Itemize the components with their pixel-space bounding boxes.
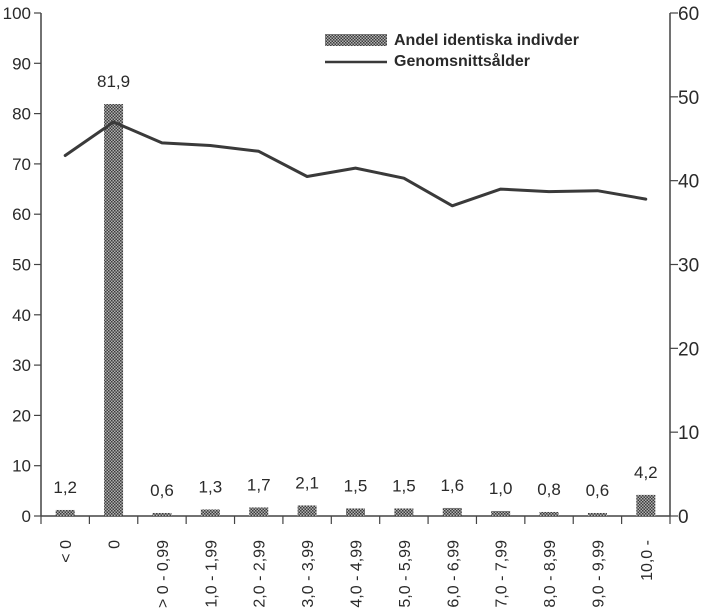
x-category-label: 5,0 - 5,99 xyxy=(397,540,414,608)
left-tick-label: 60 xyxy=(12,205,31,224)
left-tick-label: 80 xyxy=(12,105,31,124)
right-tick-label: 10 xyxy=(678,423,699,444)
bar xyxy=(539,511,559,516)
line-series xyxy=(63,120,648,208)
axes: 0 10 20 30 40 50 60 70 80 90 100 0 10 20 30 40 50 60 < 0 0 >… xyxy=(3,4,700,608)
bar xyxy=(442,507,462,516)
left-tick-label: 20 xyxy=(12,406,31,425)
right-tick-label: 60 xyxy=(678,4,699,25)
right-tick-label: 30 xyxy=(678,256,699,277)
bar-value-label: 1,6 xyxy=(440,476,464,495)
bar xyxy=(55,509,75,516)
x-category-label: 6,0 - 6,99 xyxy=(445,540,462,608)
bar xyxy=(346,508,365,516)
x-category-label: 1,0 - 1,99 xyxy=(203,540,220,608)
x-category-label: 8,0 - 8,99 xyxy=(542,540,559,608)
x-category-label: 0 xyxy=(107,540,124,549)
x-category-label: 9,0 - 9,99 xyxy=(590,540,607,608)
bar-value-label: 1,5 xyxy=(392,476,416,495)
legend-bar-swatch xyxy=(325,34,387,46)
bar xyxy=(394,508,414,516)
bar-value-label: 0,6 xyxy=(150,481,174,500)
left-tick-label: 50 xyxy=(12,256,31,275)
x-category-label: < 0 xyxy=(58,540,75,563)
x-category-label: 7,0 - 7,99 xyxy=(494,540,511,608)
bar-series: 1,2 81,9 0,6 1,3 1,7 2,1 1,5 1,5 1,6 1,0 0,8 0,6 4,2 xyxy=(53,72,658,516)
left-tick-label: 10 xyxy=(12,457,31,476)
bar-value-label: 1,5 xyxy=(344,476,368,495)
bar-value-label: 0,8 xyxy=(537,480,561,499)
legend-bar-label: Andel identiska indivder xyxy=(394,32,579,49)
bar xyxy=(200,509,220,516)
x-category-label: 2,0 - 2,99 xyxy=(252,540,269,608)
legend-line-label: Genomsnittsålder xyxy=(394,52,530,70)
bar-value-label: 1,3 xyxy=(199,477,223,496)
bar-value-label: 1,7 xyxy=(247,475,271,494)
x-category-label: > 0 - 0,99 xyxy=(155,540,172,608)
right-tick-label: 50 xyxy=(678,88,699,109)
bar xyxy=(636,494,656,516)
right-tick-label: 40 xyxy=(678,172,699,193)
right-tick-label: 20 xyxy=(678,339,699,360)
bar xyxy=(249,507,269,516)
x-category-label: 10,0 - xyxy=(639,540,656,581)
bar-value-label: 1,0 xyxy=(489,479,513,498)
left-tick-label: 0 xyxy=(22,507,31,526)
left-tick-label: 30 xyxy=(12,356,31,375)
x-category-label: 3,0 - 3,99 xyxy=(300,540,317,608)
x-category-label: 4,0 - 4,99 xyxy=(349,540,366,608)
bar xyxy=(297,505,317,516)
bar-value-label: 4,2 xyxy=(634,463,658,482)
bar xyxy=(104,104,124,516)
bar xyxy=(152,512,172,516)
left-tick-label: 100 xyxy=(3,4,31,23)
legend: Andel identiska indivder Genomsnittsålde… xyxy=(325,32,579,70)
bar-value-label: 1,2 xyxy=(53,478,77,497)
left-tick-label: 40 xyxy=(12,306,31,325)
bar xyxy=(491,510,511,516)
right-tick-label: 0 xyxy=(678,507,689,528)
bar xyxy=(587,512,607,516)
age-line xyxy=(63,120,648,208)
bar-value-label: 2,1 xyxy=(295,473,319,492)
bar-value-label: 0,6 xyxy=(586,481,610,500)
left-tick-label: 70 xyxy=(12,155,31,174)
bar-value-label: 81,9 xyxy=(97,72,130,91)
left-tick-label: 90 xyxy=(12,54,31,73)
